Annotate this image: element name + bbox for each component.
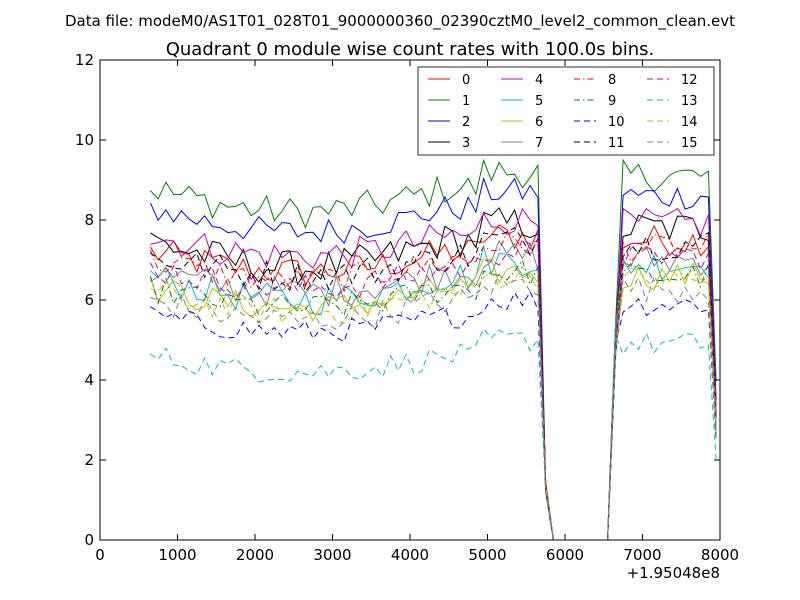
x-tick-label: 6000 [546,546,584,564]
legend-label-9: 9 [608,94,616,109]
legend-label-15: 15 [681,136,698,151]
series-line-10 [150,290,717,541]
legend-label-5: 5 [535,94,543,109]
legend-label-13: 13 [681,94,698,109]
chart-title: Quadrant 0 module wise count rates with … [166,39,655,60]
legend-label-0: 0 [462,73,470,88]
legend-label-10: 10 [608,115,625,130]
x-offset-label: +1.95048e8 [627,564,720,582]
legend-label-4: 4 [535,73,543,88]
series-line-0 [149,224,717,541]
legend-label-11: 11 [608,136,625,151]
legend-label-2: 2 [462,115,470,130]
legend-label-3: 3 [462,136,470,151]
series-line-12 [149,239,717,541]
legend-label-7: 7 [535,136,543,151]
x-tick-label: 7000 [623,546,661,564]
y-tick-label: 4 [84,371,94,389]
series-line-3 [150,206,717,541]
series-line-13 [150,328,717,541]
series-line-4 [150,207,717,541]
x-tick-label: 4000 [391,546,429,564]
series-line-8 [149,231,717,541]
y-tick-label: 10 [75,131,94,149]
legend-label-12: 12 [681,73,698,88]
x-tick-label: 3000 [313,546,351,564]
legend-label-14: 14 [681,115,698,130]
legend-box [417,66,715,156]
y-tick-label: 2 [84,451,94,469]
x-tick-label: 0 [95,546,105,564]
x-tick-label: 1000 [158,546,196,564]
x-tick-label: 8000 [701,546,739,564]
axis-ticks: 0 1000 2000 3000 4000 5000 6000 7000 80000246810… [75,51,739,564]
series-line-1 [150,158,717,541]
y-tick-label: 12 [75,51,94,69]
legend-label-1: 1 [462,94,470,109]
series-line-6 [149,258,717,541]
series-line-11 [150,227,717,541]
x-tick-label: 2000 [236,546,274,564]
y-tick-label: 6 [84,291,94,309]
legend-label-6: 6 [535,115,543,130]
series-line-9 [149,258,717,541]
chart-suptitle: Data file: modeM0/AS1T01_028T01_90000003… [65,12,735,31]
series-line-15 [150,272,717,541]
legend-label-8: 8 [608,73,616,88]
plot-area [149,158,717,541]
series-line-2 [149,176,717,541]
x-tick-label: 5000 [468,546,506,564]
y-tick-label: 0 [84,531,94,549]
y-tick-label: 8 [84,211,94,229]
